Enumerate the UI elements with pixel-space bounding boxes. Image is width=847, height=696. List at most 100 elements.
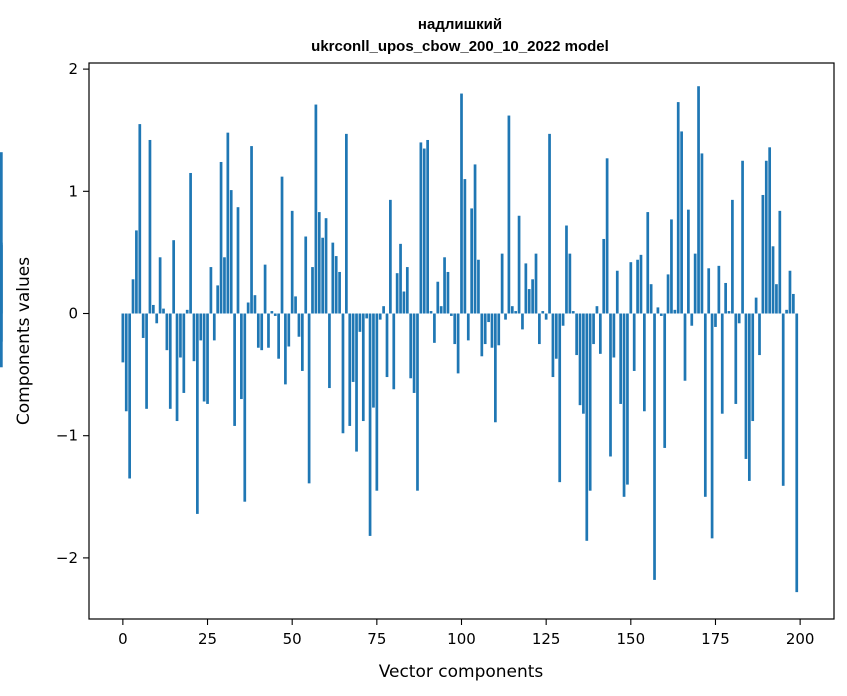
- bar-73: [368, 313, 372, 536]
- x-axis-label: Vector components: [379, 662, 544, 682]
- bar-95: [443, 257, 446, 314]
- bar-135: [578, 313, 582, 406]
- bar-74: [372, 313, 375, 408]
- bar-26: [209, 267, 213, 314]
- bar-68: [351, 313, 355, 382]
- bar-109: [490, 313, 494, 348]
- bar-158: [656, 307, 660, 314]
- bar-46: [277, 313, 280, 359]
- bar-177: [720, 313, 724, 414]
- bar-87: [416, 313, 419, 491]
- bar-28: [216, 285, 220, 314]
- bar-45: [273, 313, 277, 316]
- bar-55: [307, 313, 311, 484]
- bar-85: [409, 313, 413, 379]
- bar-159: [659, 313, 663, 316]
- bar-184: [744, 313, 748, 459]
- bar-126: [548, 133, 551, 314]
- bar-162: [670, 219, 673, 314]
- bar-161: [666, 274, 670, 314]
- bar-117: [517, 215, 521, 314]
- bar-156: [649, 284, 653, 314]
- x-axis-ticks: 0 25 50 75 100 125 150 175 200: [118, 619, 814, 648]
- bar-49: [287, 313, 291, 347]
- bar-106: [480, 313, 484, 357]
- bar-144: [609, 313, 612, 457]
- y-axis-label: Components values: [14, 257, 34, 425]
- bar-undefined: [0, 313, 3, 368]
- bar-22: [196, 313, 199, 514]
- bars-group: [0, 86, 799, 593]
- bar-151: [632, 313, 636, 371]
- bar-195: [781, 313, 785, 486]
- bar-7: [145, 313, 148, 409]
- bar-51: [294, 296, 297, 314]
- bar-42: [263, 264, 267, 314]
- bar-82: [399, 243, 402, 314]
- bar-138: [588, 313, 592, 491]
- bar-17: [179, 313, 182, 358]
- bar-165: [680, 131, 683, 314]
- bar-35: [240, 313, 243, 400]
- bar-192: [771, 246, 775, 314]
- y-tick-label: 1: [68, 182, 78, 200]
- bar-36: [243, 313, 247, 502]
- bar-50: [290, 210, 294, 314]
- bar-142: [602, 238, 606, 314]
- bar-86: [412, 313, 416, 393]
- bar-176: [717, 265, 721, 314]
- bar-100: [460, 93, 463, 314]
- bar-18: [182, 313, 186, 393]
- bar-90: [426, 139, 429, 314]
- x-tick-label: 0: [118, 630, 128, 648]
- bar-56: [311, 267, 314, 314]
- bar-10: [155, 313, 159, 324]
- bar-99: [456, 313, 460, 374]
- bar-149: [626, 313, 629, 485]
- bar-92: [433, 313, 436, 343]
- bar-121: [531, 279, 534, 314]
- bar-196: [785, 309, 788, 314]
- bar-61: [328, 313, 331, 389]
- x-tick-label: 50: [283, 630, 302, 648]
- bar-154: [643, 313, 646, 412]
- bar-172: [703, 313, 707, 497]
- bar-102: [466, 313, 470, 341]
- bar-174: [710, 313, 714, 539]
- bar-170: [697, 86, 700, 314]
- bar-182: [737, 313, 741, 324]
- bar-118: [521, 313, 524, 330]
- bar-185: [747, 313, 751, 481]
- bar-157: [653, 313, 656, 580]
- bar-15: [172, 240, 176, 314]
- bar-6: [141, 313, 145, 338]
- bar-107: [483, 313, 487, 345]
- bar-153: [639, 254, 643, 314]
- bar-116: [514, 311, 518, 314]
- bar-125: [544, 313, 548, 320]
- bar-2: [128, 313, 131, 479]
- bar-4: [135, 230, 138, 314]
- bar-146: [615, 270, 619, 314]
- bar-114: [507, 115, 511, 314]
- bar-108: [487, 313, 490, 323]
- bar-54: [304, 236, 308, 314]
- x-tick-label: 100: [447, 630, 476, 648]
- bar-179: [727, 311, 731, 314]
- x-tick-label: 75: [367, 630, 386, 648]
- bar-178: [724, 282, 727, 314]
- bar-57: [314, 104, 318, 314]
- bar-88: [419, 142, 423, 314]
- bar-198: [792, 293, 795, 314]
- bar-113: [504, 313, 507, 320]
- bar-65: [341, 313, 345, 434]
- bar-31: [226, 132, 230, 314]
- bar-132: [568, 253, 572, 314]
- bar-129: [558, 313, 562, 483]
- bar-183: [741, 160, 744, 314]
- bar-150: [629, 262, 633, 314]
- bar-130: [561, 313, 565, 326]
- bar-199: [795, 313, 799, 593]
- bar-124: [541, 311, 545, 314]
